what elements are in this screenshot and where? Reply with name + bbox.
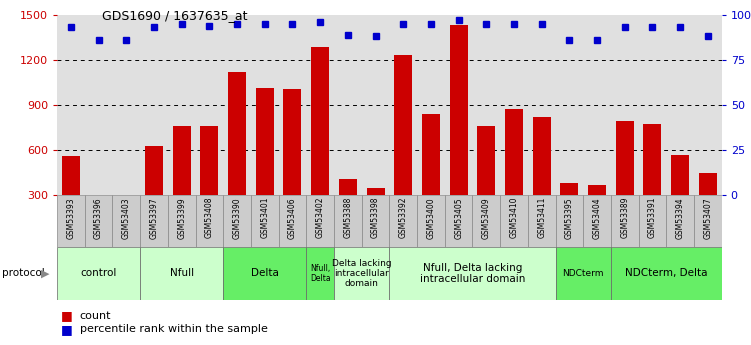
Bar [251, 195, 279, 247]
Bar [445, 195, 472, 247]
Bar [62, 156, 80, 240]
Text: GSM53407: GSM53407 [704, 197, 713, 239]
Bar [644, 124, 662, 240]
Bar [339, 179, 357, 240]
Text: GSM53396: GSM53396 [94, 197, 103, 239]
Bar [616, 121, 634, 240]
Bar [611, 247, 722, 300]
Text: GSM53406: GSM53406 [288, 197, 297, 239]
Bar [279, 195, 306, 247]
Text: GSM53405: GSM53405 [454, 197, 463, 239]
Text: GDS1690 / 1637635_at: GDS1690 / 1637635_at [102, 9, 248, 22]
Bar [195, 195, 223, 247]
Bar [638, 195, 666, 247]
Bar [306, 247, 334, 300]
Text: GSM53388: GSM53388 [343, 197, 352, 238]
Bar [417, 195, 445, 247]
Bar [256, 88, 274, 240]
Bar [588, 185, 606, 240]
Text: control: control [80, 268, 117, 278]
Text: ■: ■ [61, 323, 73, 336]
Bar [283, 89, 301, 240]
Bar [89, 202, 107, 240]
Bar [306, 195, 334, 247]
Text: GSM53392: GSM53392 [399, 197, 408, 238]
Bar [173, 126, 191, 240]
Bar [611, 195, 638, 247]
Text: GSM53394: GSM53394 [676, 197, 685, 239]
Bar [362, 195, 390, 247]
Text: GSM53391: GSM53391 [648, 197, 657, 238]
Text: ■: ■ [61, 309, 73, 322]
Text: GSM53398: GSM53398 [371, 197, 380, 238]
Bar [311, 47, 329, 240]
Bar [113, 195, 140, 247]
Bar [390, 247, 556, 300]
Bar [584, 195, 611, 247]
Bar [500, 195, 528, 247]
Bar [528, 195, 556, 247]
Bar [140, 247, 223, 300]
Text: GSM53389: GSM53389 [620, 197, 629, 238]
Text: Delta: Delta [251, 268, 279, 278]
Bar [478, 126, 496, 240]
Text: GSM53410: GSM53410 [509, 197, 518, 238]
Text: GSM53402: GSM53402 [315, 197, 324, 238]
Text: Nfull,
Delta: Nfull, Delta [310, 264, 330, 283]
Text: Nfull: Nfull [170, 268, 194, 278]
Bar [450, 25, 468, 240]
Text: GSM53401: GSM53401 [261, 197, 270, 238]
Bar [334, 247, 390, 300]
Bar [223, 247, 306, 300]
Bar [85, 195, 113, 247]
Text: GSM53403: GSM53403 [122, 197, 131, 239]
Bar [394, 55, 412, 240]
Text: GSM53404: GSM53404 [593, 197, 602, 239]
Text: GSM53390: GSM53390 [233, 197, 242, 239]
Bar [366, 188, 385, 240]
Text: GSM53397: GSM53397 [149, 197, 158, 239]
Text: count: count [80, 311, 111, 321]
Bar [560, 183, 578, 240]
Bar [472, 195, 500, 247]
Text: GSM53399: GSM53399 [177, 197, 186, 239]
Bar [422, 114, 440, 240]
Text: GSM53411: GSM53411 [537, 197, 546, 238]
Bar [201, 126, 219, 240]
Bar [334, 195, 362, 247]
Bar [699, 173, 717, 240]
Bar [145, 146, 163, 240]
Bar [532, 117, 550, 240]
Bar [223, 195, 251, 247]
Text: percentile rank within the sample: percentile rank within the sample [80, 325, 267, 334]
Text: NDCterm, Delta: NDCterm, Delta [625, 268, 707, 278]
Text: NDCterm: NDCterm [562, 269, 604, 278]
Bar [57, 247, 140, 300]
Text: Nfull, Delta lacking
intracellular domain: Nfull, Delta lacking intracellular domai… [420, 263, 525, 284]
Text: GSM53395: GSM53395 [565, 197, 574, 239]
Bar [556, 247, 611, 300]
Text: ▶: ▶ [41, 268, 49, 278]
Bar [556, 195, 584, 247]
Bar [390, 195, 417, 247]
Bar [168, 195, 195, 247]
Text: protocol: protocol [2, 268, 44, 278]
Bar [666, 195, 694, 247]
Text: Delta lacking
intracellular
domain: Delta lacking intracellular domain [332, 258, 391, 288]
Bar [57, 195, 85, 247]
Bar [117, 200, 135, 240]
Bar [228, 72, 246, 240]
Text: GSM53408: GSM53408 [205, 197, 214, 238]
Bar [140, 195, 168, 247]
Bar [505, 109, 523, 240]
Text: GSM53400: GSM53400 [427, 197, 436, 239]
Text: GSM53393: GSM53393 [66, 197, 75, 239]
Bar [694, 195, 722, 247]
Text: GSM53409: GSM53409 [482, 197, 491, 239]
Bar [671, 155, 689, 240]
